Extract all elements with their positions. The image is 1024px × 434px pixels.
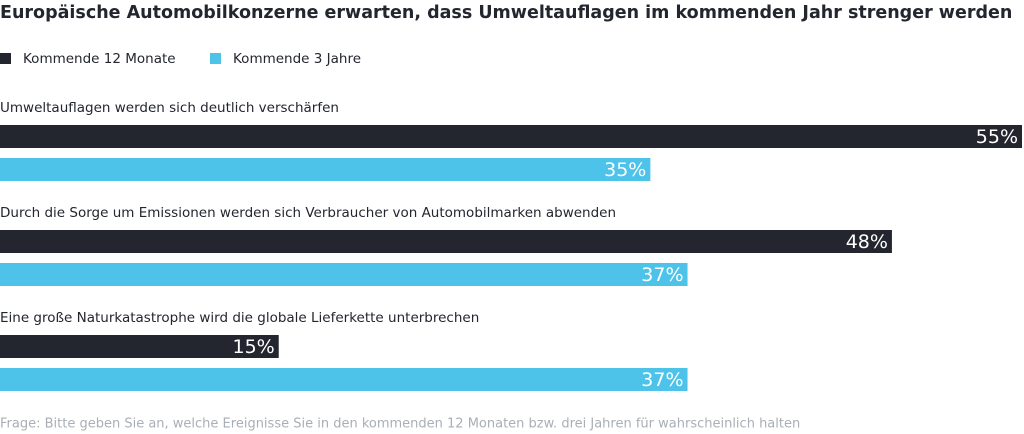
value-label: 48% [846, 231, 888, 253]
value-label: 35% [604, 159, 646, 181]
chart-title: Europäische Automobilkonzerne erwarten, … [0, 3, 1012, 23]
bar [0, 368, 688, 391]
bar [0, 125, 1022, 148]
legend-swatch [0, 53, 11, 64]
legend-swatch [210, 53, 221, 64]
value-label: 37% [641, 369, 683, 391]
footnote: Frage: Bitte geben Sie an, welche Ereign… [0, 417, 800, 432]
bar [0, 263, 688, 286]
value-label: 37% [641, 264, 683, 286]
bar [0, 158, 651, 181]
category-label: Umweltauflagen werden sich deutlich vers… [0, 100, 339, 116]
category-label: Eine große Naturkatastrophe wird die glo… [0, 310, 479, 326]
legend-label: Kommende 3 Jahre [233, 51, 361, 67]
legend-label: Kommende 12 Monate [23, 51, 176, 67]
value-label: 55% [976, 126, 1018, 148]
bar [0, 335, 279, 358]
category-label: Durch die Sorge um Emissionen werden sic… [0, 205, 616, 221]
value-label: 15% [232, 336, 274, 358]
bar [0, 230, 892, 253]
